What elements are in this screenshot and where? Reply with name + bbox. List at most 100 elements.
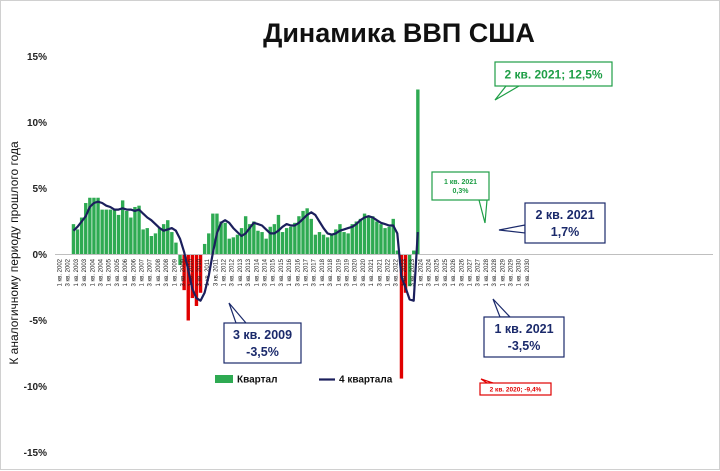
bar xyxy=(289,226,293,255)
callout-text: -3,5% xyxy=(508,339,541,353)
x-tick-label: 3 кв. 2030 xyxy=(525,258,531,286)
bar xyxy=(133,206,137,255)
bar xyxy=(198,254,203,293)
x-tick-label: 1 кв. 2012 xyxy=(222,258,228,286)
bar xyxy=(116,214,121,255)
bar xyxy=(141,229,145,255)
bar xyxy=(157,228,162,255)
bar xyxy=(84,203,88,255)
x-tick-label: 1 кв. 2021 xyxy=(369,258,375,286)
bar xyxy=(366,216,371,255)
y-tick-label: 15% xyxy=(27,52,47,63)
bar xyxy=(284,228,289,255)
bar xyxy=(268,226,272,255)
x-tick-label: 3 кв. 2023 xyxy=(410,258,416,286)
bar xyxy=(178,254,182,266)
y-tick-label: 10% xyxy=(27,118,47,129)
bar xyxy=(256,230,260,255)
callout-pointer xyxy=(498,224,526,234)
bar xyxy=(100,209,104,255)
x-tick-label: 3 кв. 2010 xyxy=(197,258,203,286)
y-axis-label: К аналогичному периоду прошлого года xyxy=(7,141,21,365)
bar xyxy=(407,254,412,287)
bar xyxy=(182,254,186,291)
y-tick-label: 0% xyxy=(33,250,48,261)
bar xyxy=(260,232,264,255)
bar xyxy=(362,213,367,255)
bar xyxy=(252,221,256,255)
bar xyxy=(96,197,100,255)
y-tick-label: -5% xyxy=(29,316,47,327)
bar-series-kvartal xyxy=(71,89,420,379)
x-tick-label: 1 кв. 2026 xyxy=(451,258,457,286)
bar xyxy=(190,254,195,299)
x-tick-label: 3 кв. 2005 xyxy=(115,258,121,286)
x-tick-label: 1 кв. 2029 xyxy=(500,258,506,286)
x-tick-label: 1 кв. 2022 xyxy=(386,258,392,286)
x-tick-label: 3 кв. 2028 xyxy=(492,258,498,286)
callout-pointer xyxy=(494,85,522,101)
bar xyxy=(174,242,178,255)
x-tick-label: 1 кв. 2024 xyxy=(418,258,424,286)
callout-text: 1 кв. 2021 xyxy=(444,179,477,186)
legend-label-bar: Квартал xyxy=(237,375,277,386)
callout-border xyxy=(431,171,490,201)
callout-box: 2 кв. 2021 1,7% xyxy=(498,202,606,244)
x-tick-label: 3 кв. 2025 xyxy=(443,258,449,286)
bar xyxy=(403,254,408,293)
line-series-4-kvartala xyxy=(72,200,419,302)
bar xyxy=(129,217,133,255)
x-tick-label: 3 кв. 2015 xyxy=(279,258,285,286)
bar xyxy=(88,197,92,255)
x-tick-label: 1 кв. 2025 xyxy=(435,258,441,286)
x-tick-label: 1 кв. 2018 xyxy=(320,258,326,286)
x-tick-label: 1 кв. 2023 xyxy=(402,258,408,286)
bar xyxy=(202,243,207,255)
annotation-callouts: 2 кв. 2021; 12,5% 1 кв. 2021 0,3% 2 кв. 202… xyxy=(223,61,613,396)
y-axis-ticks: 15% 10% 5% 0% -5% -10% -15% xyxy=(24,52,47,459)
bar xyxy=(358,218,363,255)
x-axis-ticks: 1 кв. 2002 3 кв. 2002 1 кв. 2003 3 кв. 2003… xyxy=(58,258,531,286)
bar xyxy=(293,222,297,255)
y-tick-label: -15% xyxy=(24,448,47,459)
x-tick-label: 3 кв. 2014 xyxy=(263,258,269,286)
x-tick-label: 1 кв. 2009 xyxy=(172,258,178,286)
callout-border xyxy=(483,316,565,358)
bar xyxy=(309,218,313,255)
bar xyxy=(211,213,215,255)
x-tick-label: 3 кв. 2012 xyxy=(230,258,236,286)
callout-pointer xyxy=(478,199,488,224)
bar xyxy=(321,234,326,255)
bar xyxy=(125,210,129,255)
callout-pointer xyxy=(480,378,494,384)
x-tick-label: 1 кв. 2019 xyxy=(336,258,342,286)
bar xyxy=(248,224,252,255)
x-tick-label: 1 кв. 2013 xyxy=(238,258,244,286)
x-tick-label: 3 кв. 2006 xyxy=(131,258,137,286)
callout-box: 2 кв. 2021; 12,5% xyxy=(494,61,613,101)
legend-label-line: 4 квартала xyxy=(339,375,393,386)
bar xyxy=(330,233,334,255)
bar xyxy=(166,220,170,255)
x-tick-label: 3 кв. 2004 xyxy=(99,258,105,286)
x-tick-label: 1 кв. 2016 xyxy=(287,258,293,286)
bar xyxy=(280,232,285,255)
callout-text: 1 кв. 2021 xyxy=(494,322,553,336)
x-tick-label: 3 кв. 2021 xyxy=(377,258,383,286)
x-tick-label: 1 кв. 2030 xyxy=(517,258,523,286)
x-tick-label: 1 кв. 2028 xyxy=(484,258,490,286)
callout-pointer xyxy=(492,298,512,318)
bar xyxy=(297,216,301,255)
x-tick-label: 3 кв. 2019 xyxy=(345,258,351,286)
bar xyxy=(231,237,236,255)
bar xyxy=(325,237,330,255)
bar xyxy=(239,228,244,255)
callout-border xyxy=(524,202,606,244)
x-tick-label: 3 кв. 2024 xyxy=(427,258,433,286)
x-tick-label: 3 кв. 2008 xyxy=(164,258,170,286)
x-tick-label: 1 кв. 2002 xyxy=(58,258,64,286)
x-tick-label: 1 кв. 2006 xyxy=(123,258,129,286)
callout-border xyxy=(479,382,552,396)
